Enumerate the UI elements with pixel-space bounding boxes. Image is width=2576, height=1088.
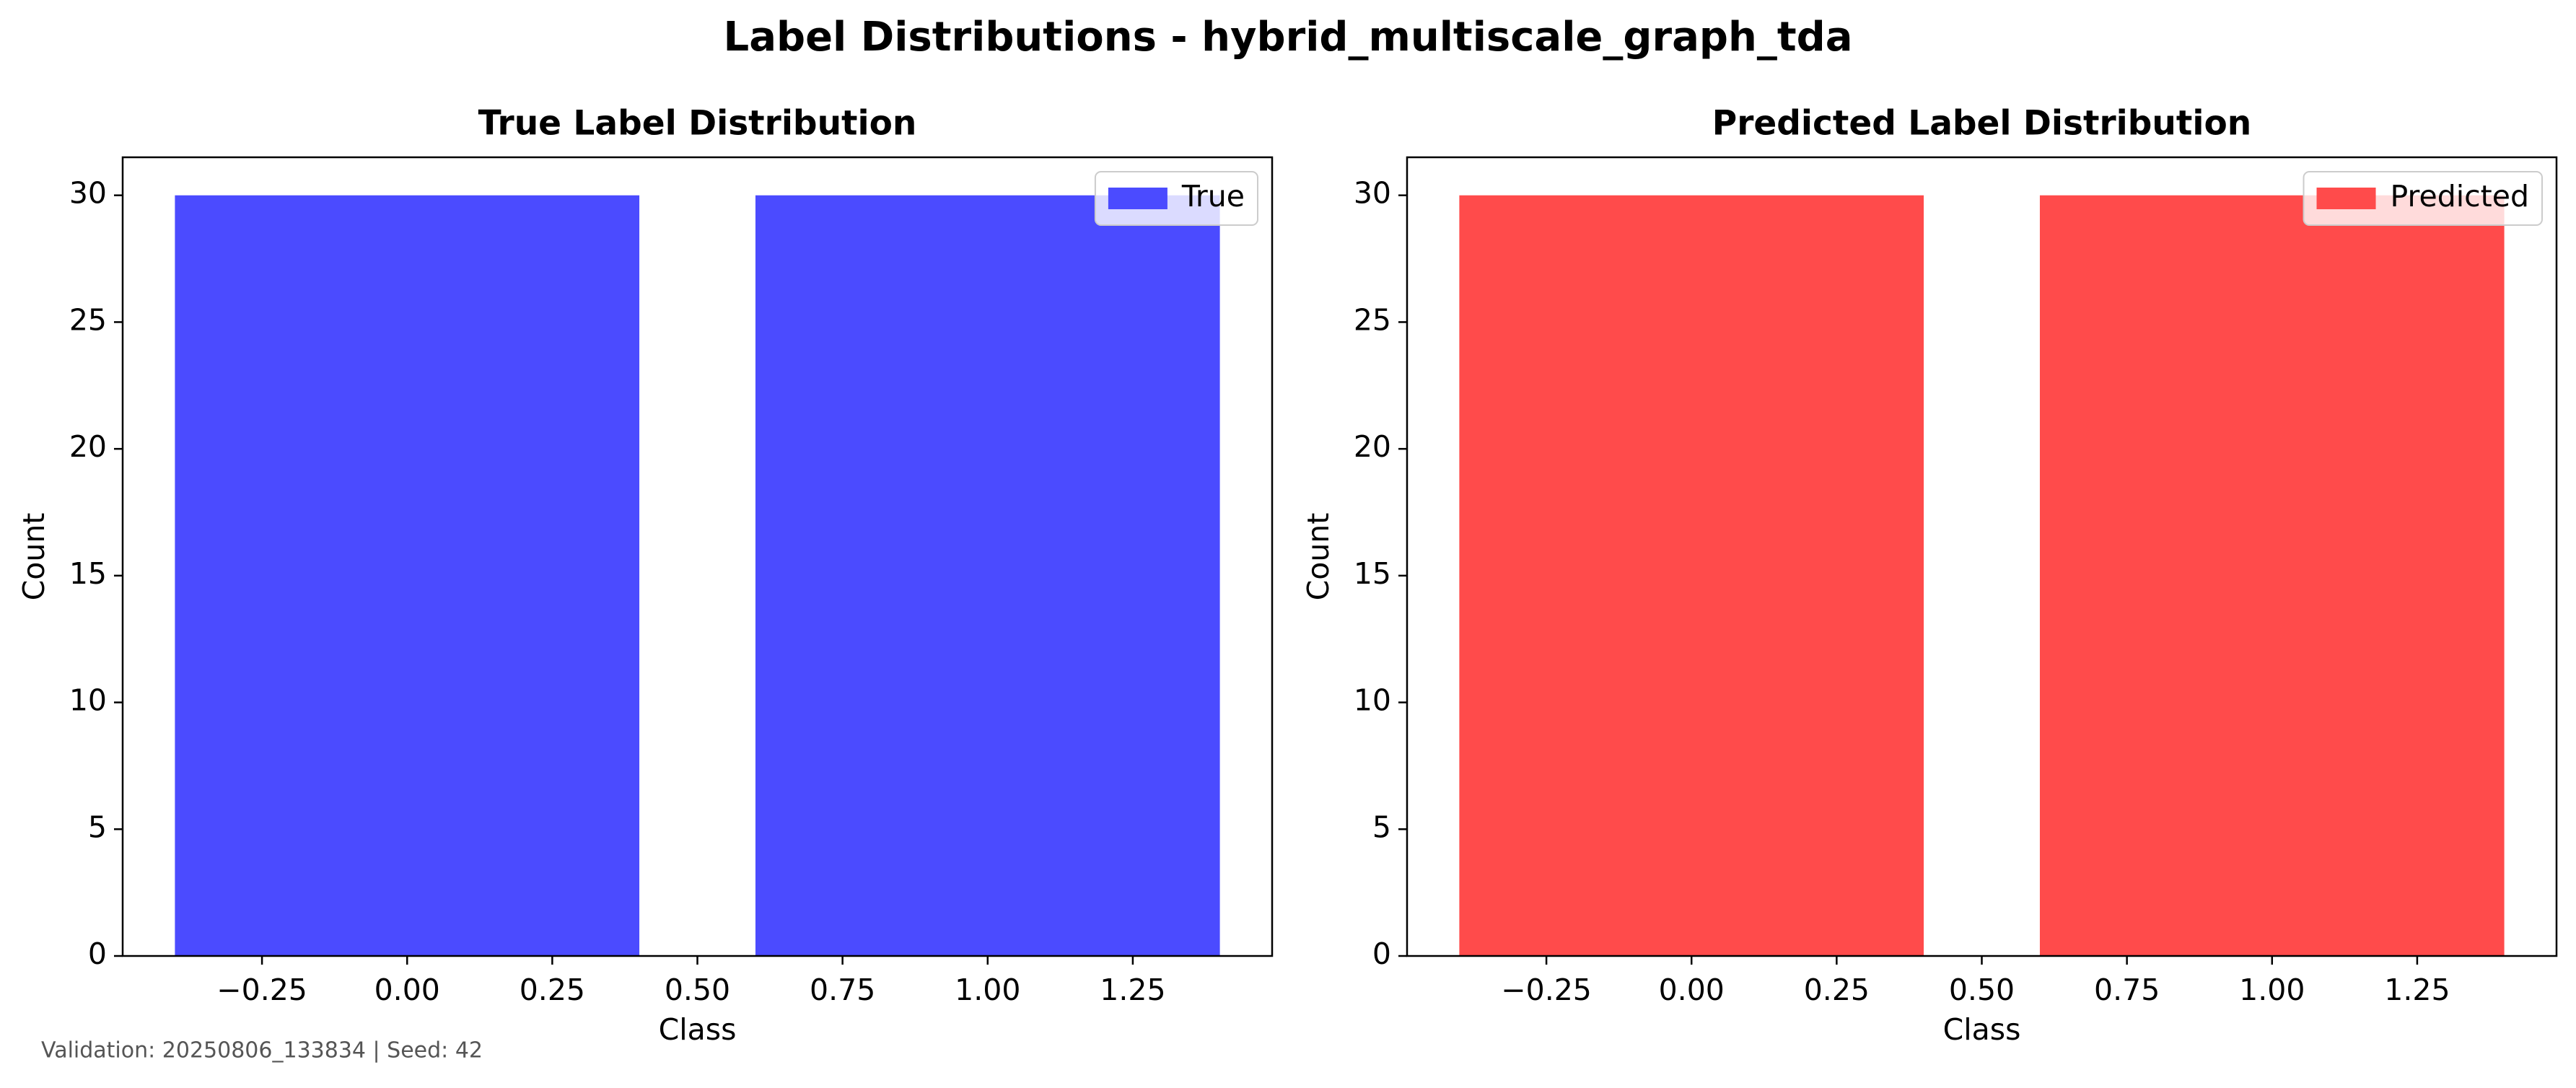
- predicted-legend-box: [2303, 171, 2543, 226]
- true-y-tick-label: 25: [69, 302, 107, 337]
- true-legend-swatch: [1108, 188, 1167, 209]
- validation-footer: Validation: 20250806_133834 | Seed: 42: [41, 1038, 483, 1063]
- true-legend: True: [1094, 171, 1258, 226]
- true-legend-box: [1094, 171, 1258, 226]
- predicted-label-panel: −0.25 0.00 0.25 0.50 0.75 1.00 1.25 0 5 10 15 20 25 3…: [1301, 104, 2558, 1047]
- true-x-axis-label: Class: [659, 1012, 737, 1047]
- predicted-y-tick-label: 5: [1372, 810, 1391, 844]
- predicted-y-tick-label: 20: [1354, 429, 1391, 464]
- true-y-tick-label: 30: [69, 176, 107, 211]
- true-y-tick-label: 10: [69, 683, 107, 718]
- predicted-y-tick-label: 15: [1354, 556, 1391, 591]
- predicted-chart-title: Predicted Label Distribution: [1712, 104, 2251, 144]
- true-label-panel: −0.25 0.00 0.25 0.50 0.75 1.00 1.25 0 5 10 15 20 25 3…: [17, 104, 1274, 1047]
- predicted-y-axis-label: Count: [1301, 513, 1336, 601]
- predicted-bar-class-1: [2039, 195, 2505, 956]
- true-y-tick-label: 0: [88, 936, 107, 971]
- true-x-tick-label: 1.00: [955, 973, 1020, 1007]
- predicted-x-tick-label: 1.25: [2384, 973, 2450, 1007]
- predicted-legend-label: Predicted: [2391, 179, 2529, 214]
- predicted-legend-swatch: [2316, 188, 2376, 209]
- predicted-x-tick-label: −0.25: [1501, 973, 1592, 1007]
- predicted-y-tick-label: 30: [1354, 176, 1391, 211]
- predicted-y-tick-label: 0: [1372, 936, 1391, 971]
- predicted-bar-class-0: [1459, 195, 1924, 956]
- true-y-tick-label: 15: [69, 556, 107, 591]
- figure-suptitle: Label Distributions - hybrid_multiscale_…: [724, 14, 1853, 61]
- true-legend-label: True: [1181, 179, 1245, 214]
- true-x-tick-label: 0.75: [810, 973, 875, 1007]
- predicted-y-tick-label: 10: [1354, 683, 1391, 718]
- true-x-tick-label: 0.50: [665, 973, 730, 1007]
- predicted-legend: Predicted: [2303, 171, 2543, 226]
- predicted-x-tick-label: 0.25: [1804, 973, 1870, 1007]
- true-x-tick-label: −0.25: [216, 973, 307, 1007]
- predicted-y-tick-label: 25: [1354, 302, 1391, 337]
- predicted-x-tick-label: 1.00: [2239, 973, 2305, 1007]
- predicted-x-tick-label: 0.00: [1659, 973, 1725, 1007]
- true-bar-class-0: [175, 195, 640, 956]
- predicted-x-tick-label: 0.50: [1949, 973, 2015, 1007]
- true-x-tick-label: 0.00: [374, 973, 440, 1007]
- true-x-tick-label: 1.25: [1100, 973, 1165, 1007]
- true-chart-title: True Label Distribution: [478, 104, 917, 144]
- true-y-tick-label: 20: [69, 429, 107, 464]
- true-x-tick-label: 0.25: [520, 973, 585, 1007]
- true-y-tick-label: 5: [88, 810, 107, 844]
- true-bar-class-1: [755, 195, 1220, 956]
- predicted-x-tick-label: 0.75: [2094, 973, 2160, 1007]
- predicted-x-axis-label: Class: [1943, 1012, 2021, 1047]
- true-y-axis-label: Count: [17, 513, 51, 601]
